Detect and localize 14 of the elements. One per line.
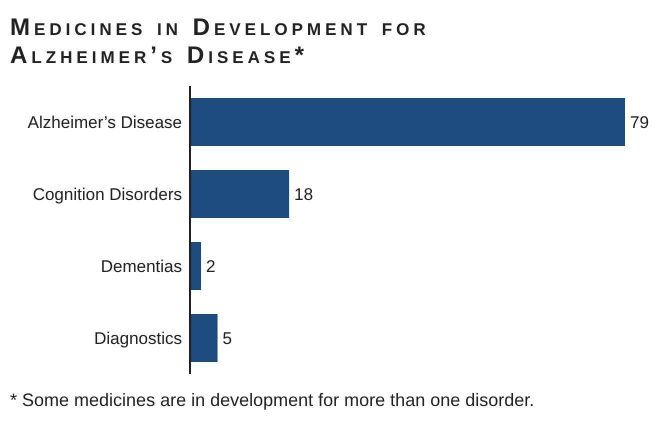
y-tick-label: Cognition Disorders [32, 185, 182, 204]
data-label: 18 [294, 185, 314, 204]
chart-title: Medicines in Development for Alzheimer’s Disease* [9, 13, 431, 71]
bar [190, 242, 202, 290]
bar [190, 314, 218, 362]
data-label: 2 [206, 257, 216, 276]
data-label: 5 [222, 329, 232, 348]
y-tick-label: Dementias [100, 257, 182, 276]
bar [190, 170, 290, 218]
y-tick-label: Alzheimer’s Disease [28, 113, 182, 132]
y-tick-label: Diagnostics [94, 329, 182, 348]
data-label: 79 [630, 113, 649, 132]
bar [190, 98, 625, 146]
text: * Some medicines are in development for more than one disorder. [9, 390, 536, 411]
